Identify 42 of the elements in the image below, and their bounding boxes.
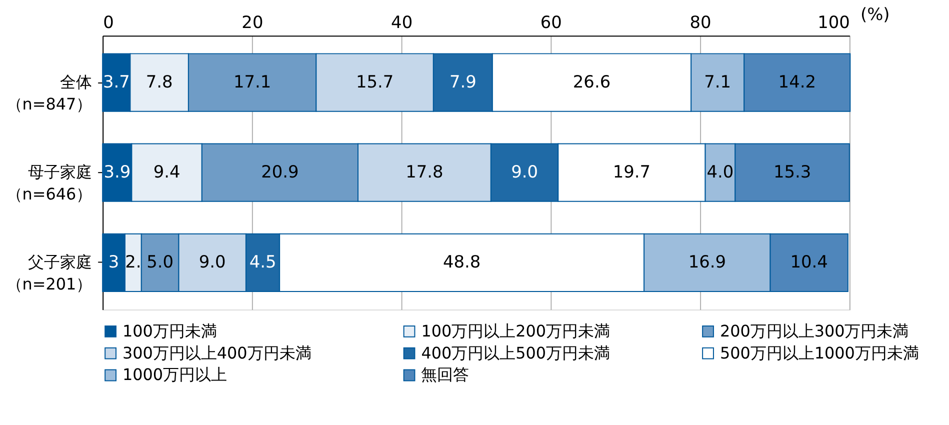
x-tick-label: 100: [818, 12, 850, 32]
data-label: 17.1: [233, 71, 272, 92]
legend-label: 500万円以上1000万円未満: [720, 343, 919, 362]
data-label: 7.1: [704, 71, 732, 92]
data-label: 3.9: [104, 162, 131, 182]
legend-label: 200万円以上300万円未満: [720, 321, 909, 340]
data-label: 20.9: [261, 162, 299, 182]
x-tick-label: 80: [690, 12, 712, 32]
y-tick-label: 全体（n=847）: [6, 72, 92, 114]
data-label: 7.8: [146, 71, 173, 92]
legend-label: 300万円以上400万円未満: [122, 343, 312, 362]
x-tick-label: 40: [391, 12, 413, 32]
data-label: 15.7: [356, 71, 394, 92]
data-label: 16.9: [688, 252, 726, 272]
data-label: 26.6: [572, 71, 611, 92]
data-label: 5.0: [146, 252, 174, 272]
data-label: 48.8: [442, 252, 481, 272]
data-label: 7.9: [449, 71, 476, 92]
data-label: 10.4: [790, 252, 828, 272]
data-label: 17.8: [406, 162, 444, 182]
x-axis-title: (%): [860, 4, 890, 24]
x-tick-label: 0: [103, 12, 114, 32]
legend-label: 400万円以上500万円未満: [421, 343, 610, 362]
data-label: 4.5: [249, 252, 276, 272]
data-label: 9.0: [198, 252, 226, 272]
data-label: 4.0: [706, 162, 734, 182]
data-label: 15.3: [773, 162, 812, 182]
data-label: 9.4: [153, 162, 180, 182]
data-label: 2.: [125, 252, 142, 272]
data-label: 19.7: [612, 162, 651, 182]
legend-label: 1000万円以上: [122, 365, 228, 384]
legend-label: 無回答: [421, 365, 470, 384]
data-label: 14.2: [778, 71, 816, 92]
x-tick-label: 20: [242, 12, 264, 32]
y-tick-label: 母子家庭（n=646）: [6, 162, 92, 204]
data-label: 9.0: [511, 162, 538, 182]
legend-label: 100万円未満: [122, 321, 217, 340]
data-label: 3.7: [102, 71, 130, 92]
y-tick-label: 父子家庭（n=201）: [6, 252, 92, 294]
x-tick-label: 60: [540, 12, 562, 32]
legend-label: 100万円以上200万円未満: [421, 321, 610, 340]
data-label: 3: [108, 252, 120, 272]
